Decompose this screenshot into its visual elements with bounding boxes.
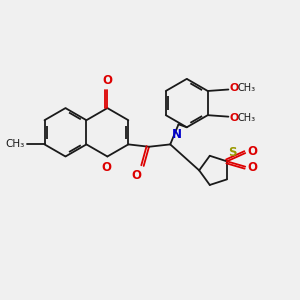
Text: S: S	[228, 146, 237, 159]
Text: O: O	[102, 74, 112, 87]
Text: O: O	[230, 113, 239, 123]
Text: O: O	[101, 161, 111, 174]
Text: CH₃: CH₃	[238, 113, 256, 123]
Text: O: O	[247, 161, 257, 174]
Text: O: O	[247, 146, 257, 158]
Text: CH₃: CH₃	[238, 83, 256, 93]
Text: CH₃: CH₃	[5, 140, 24, 149]
Text: N: N	[171, 128, 182, 141]
Text: O: O	[230, 83, 239, 93]
Text: O: O	[131, 169, 141, 182]
